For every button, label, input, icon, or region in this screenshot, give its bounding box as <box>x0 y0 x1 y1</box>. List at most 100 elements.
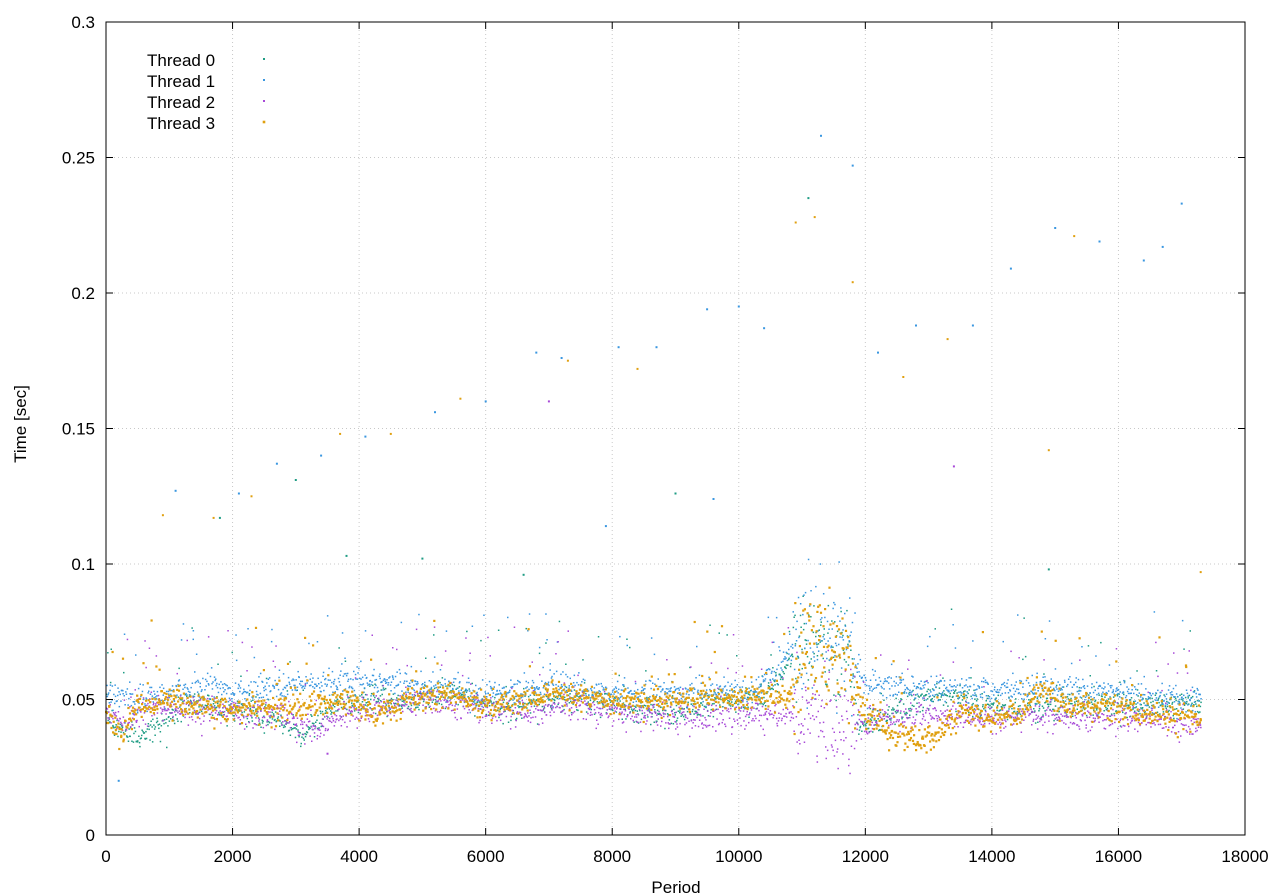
data-point <box>325 709 327 712</box>
data-point <box>1180 707 1182 709</box>
data-point <box>418 704 420 706</box>
data-point <box>645 680 647 682</box>
data-point <box>606 693 608 695</box>
data-point <box>982 720 984 723</box>
data-point <box>782 708 784 711</box>
data-point <box>299 680 302 683</box>
data-point <box>656 709 659 712</box>
data-point <box>962 726 965 728</box>
data-point <box>979 693 982 696</box>
data-point <box>697 725 700 728</box>
data-point <box>403 701 405 703</box>
data-point <box>279 720 281 722</box>
data-point <box>304 732 306 735</box>
data-point <box>734 700 737 703</box>
data-point <box>856 722 859 725</box>
data-point <box>485 713 488 716</box>
data-point <box>531 679 534 682</box>
data-point <box>804 647 806 649</box>
data-point <box>915 708 917 710</box>
data-point <box>1102 691 1104 693</box>
data-point <box>703 705 706 708</box>
data-point <box>804 686 807 688</box>
data-point <box>510 719 512 722</box>
data-point <box>131 740 133 742</box>
data-point <box>589 699 592 702</box>
data-point <box>363 691 365 693</box>
data-point <box>1002 683 1004 685</box>
data-point <box>851 621 854 624</box>
data-point <box>150 691 153 693</box>
data-point <box>441 694 443 696</box>
data-point <box>1139 696 1142 698</box>
data-point <box>1071 686 1074 688</box>
data-point <box>445 700 448 702</box>
data-point <box>252 727 254 729</box>
data-point <box>425 685 427 687</box>
data-point <box>957 726 959 728</box>
data-point <box>833 601 835 604</box>
data-point <box>461 691 464 694</box>
data-point <box>471 682 473 685</box>
data-point <box>239 690 241 693</box>
data-point <box>705 706 707 709</box>
data-point <box>160 699 163 702</box>
data-point <box>936 682 938 685</box>
data-point <box>425 693 428 696</box>
data-point <box>844 612 846 615</box>
data-point <box>1039 696 1042 699</box>
data-point <box>399 695 401 697</box>
data-point <box>822 721 825 724</box>
data-point <box>127 736 129 738</box>
data-point <box>332 717 334 720</box>
data-point <box>1000 686 1002 689</box>
data-point <box>1175 693 1178 695</box>
data-point <box>799 603 802 605</box>
data-point <box>563 682 566 684</box>
data-point <box>815 585 817 588</box>
data-point <box>1149 697 1151 699</box>
data-point <box>225 719 227 721</box>
data-point <box>445 706 447 708</box>
data-point <box>963 721 965 724</box>
data-point <box>1101 687 1103 689</box>
data-point <box>248 684 250 687</box>
data-point <box>652 706 654 709</box>
data-point <box>1151 697 1153 700</box>
data-point <box>1126 690 1129 693</box>
data-point <box>1140 707 1142 709</box>
data-point <box>1017 711 1019 714</box>
data-point <box>208 684 210 686</box>
data-point <box>876 684 878 686</box>
data-point <box>892 695 894 697</box>
data-point <box>454 705 456 707</box>
data-point <box>319 710 322 712</box>
data-point <box>166 746 168 749</box>
data-point <box>131 724 133 726</box>
data-point <box>887 713 889 715</box>
data-point <box>269 715 272 717</box>
data-point <box>506 706 508 708</box>
data-point <box>388 699 390 702</box>
data-point <box>466 681 468 684</box>
data-point <box>396 697 398 699</box>
data-point <box>165 713 167 715</box>
data-point <box>479 703 482 706</box>
data-point <box>1121 702 1123 704</box>
data-point <box>694 688 696 690</box>
data-point <box>183 699 185 702</box>
data-point <box>255 708 257 710</box>
data-point <box>1015 698 1017 700</box>
data-point <box>1014 684 1016 687</box>
data-point <box>191 702 193 704</box>
data-point <box>580 700 582 702</box>
data-point <box>293 679 295 681</box>
data-point <box>276 720 278 722</box>
data-point <box>200 710 203 712</box>
data-point <box>895 720 897 723</box>
data-point <box>811 698 813 701</box>
data-point <box>1106 707 1109 710</box>
data-point <box>647 697 650 699</box>
data-point <box>742 680 744 682</box>
data-point <box>547 683 549 685</box>
